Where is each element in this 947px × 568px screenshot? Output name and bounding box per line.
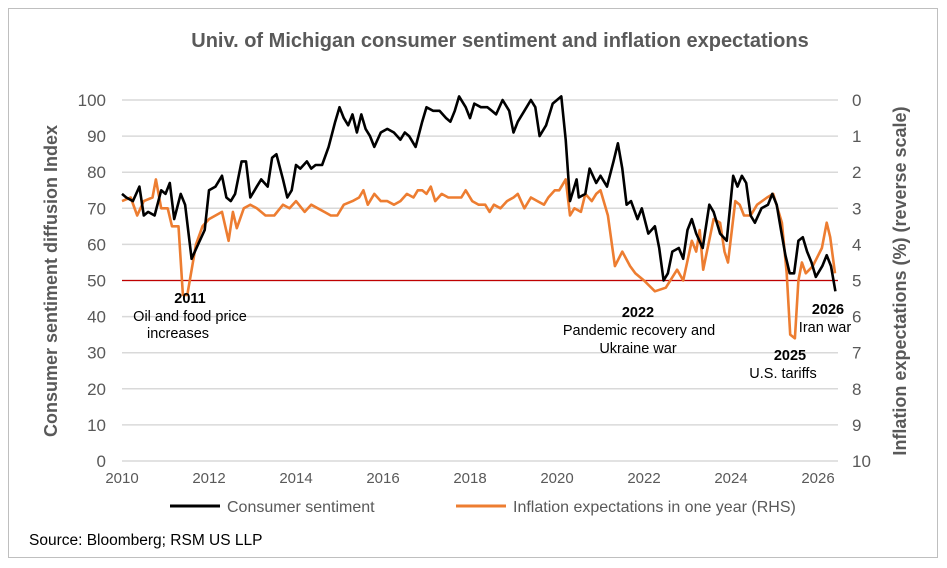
svg-text:Pandemic recovery and: Pandemic recovery and bbox=[563, 323, 715, 339]
svg-text:Iran war: Iran war bbox=[799, 320, 852, 336]
y-tick-label: 10 bbox=[87, 416, 106, 435]
chart-title: Univ. of Michigan consumer sentiment and… bbox=[191, 30, 809, 52]
series-line-inflation-expectations bbox=[121, 178, 837, 340]
y-tick-label: 100 bbox=[78, 91, 106, 110]
x-tick-label: 2016 bbox=[366, 470, 399, 487]
y2-tick-label: 9 bbox=[852, 416, 861, 435]
y-tick-label: 30 bbox=[87, 344, 106, 363]
y-tick-label: 20 bbox=[87, 380, 106, 399]
y2-tick-label: 5 bbox=[852, 272, 861, 291]
annotation-2011: 2011 Oil and food price increases bbox=[133, 291, 247, 342]
y-tick-label: 60 bbox=[87, 235, 106, 254]
legend-label-sentiment: Consumer sentiment bbox=[227, 499, 375, 516]
x-tick-label: 2012 bbox=[192, 470, 225, 487]
svg-text:2026: 2026 bbox=[812, 302, 844, 318]
x-axis-ticks: 2010 2012 2014 2016 2018 2020 2022 2024 2026 bbox=[105, 470, 834, 487]
svg-text:Oil and food price: Oil and food price bbox=[133, 309, 247, 325]
x-tick-label: 2020 bbox=[540, 470, 573, 487]
y2-tick-label: 3 bbox=[852, 199, 861, 218]
svg-text:U.S. tariffs: U.S. tariffs bbox=[749, 366, 816, 382]
y2-tick-label: 4 bbox=[852, 235, 861, 254]
y2-tick-label: 0 bbox=[852, 91, 861, 110]
y-tick-label: 90 bbox=[87, 127, 106, 146]
y2-tick-label: 8 bbox=[852, 380, 861, 399]
x-tick-label: 2014 bbox=[279, 470, 312, 487]
y-tick-label: 80 bbox=[87, 163, 106, 182]
y-tick-label: 50 bbox=[87, 272, 106, 291]
series-line-consumer-sentiment bbox=[121, 95, 837, 292]
legend-label-inflation: Inflation expectations in one year (RHS) bbox=[513, 499, 796, 516]
legend: Consumer sentiment Inflation expectation… bbox=[170, 499, 796, 516]
annotation-2026: 2026 Iran war bbox=[799, 302, 852, 336]
svg-text:2025: 2025 bbox=[774, 348, 806, 364]
x-tick-label: 2024 bbox=[714, 470, 747, 487]
y2-tick-label: 2 bbox=[852, 163, 861, 182]
svg-text:increases: increases bbox=[147, 326, 209, 342]
y2-tick-label: 6 bbox=[852, 308, 861, 327]
svg-text:2022: 2022 bbox=[622, 305, 654, 321]
y2-tick-label: 1 bbox=[852, 127, 861, 146]
gridlines bbox=[122, 99, 838, 426]
annotation-2022: 2022 Pandemic recovery and Ukraine war bbox=[563, 305, 715, 357]
annotation-2025: 2025 U.S. tariffs bbox=[749, 348, 816, 382]
x-tick-label: 2010 bbox=[105, 470, 138, 487]
y-tick-label: 40 bbox=[87, 308, 106, 327]
y-tick-label: 70 bbox=[87, 199, 106, 218]
source-note: Source: Bloomberg; RSM US LLP bbox=[29, 532, 262, 549]
y-tick-label: 0 bbox=[97, 452, 106, 471]
y2-axis-ticks: 0 1 2 3 4 5 6 7 8 9 10 bbox=[852, 91, 871, 471]
y-axis-ticks: 0 10 20 30 40 50 60 70 80 90 100 bbox=[78, 91, 106, 471]
x-tick-label: 2018 bbox=[453, 470, 486, 487]
x-tick-label: 2022 bbox=[627, 470, 660, 487]
x-tick-label: 2026 bbox=[801, 470, 834, 487]
svg-text:2011: 2011 bbox=[174, 291, 205, 307]
y-axis-title: Consumer sentiment diffusion Index bbox=[41, 125, 61, 437]
y2-tick-label: 7 bbox=[852, 344, 861, 363]
y2-axis-title: Inflation expectations (%) (reverse scal… bbox=[890, 106, 910, 455]
y2-tick-label: 10 bbox=[852, 452, 871, 471]
svg-text:Ukraine war: Ukraine war bbox=[599, 341, 677, 357]
